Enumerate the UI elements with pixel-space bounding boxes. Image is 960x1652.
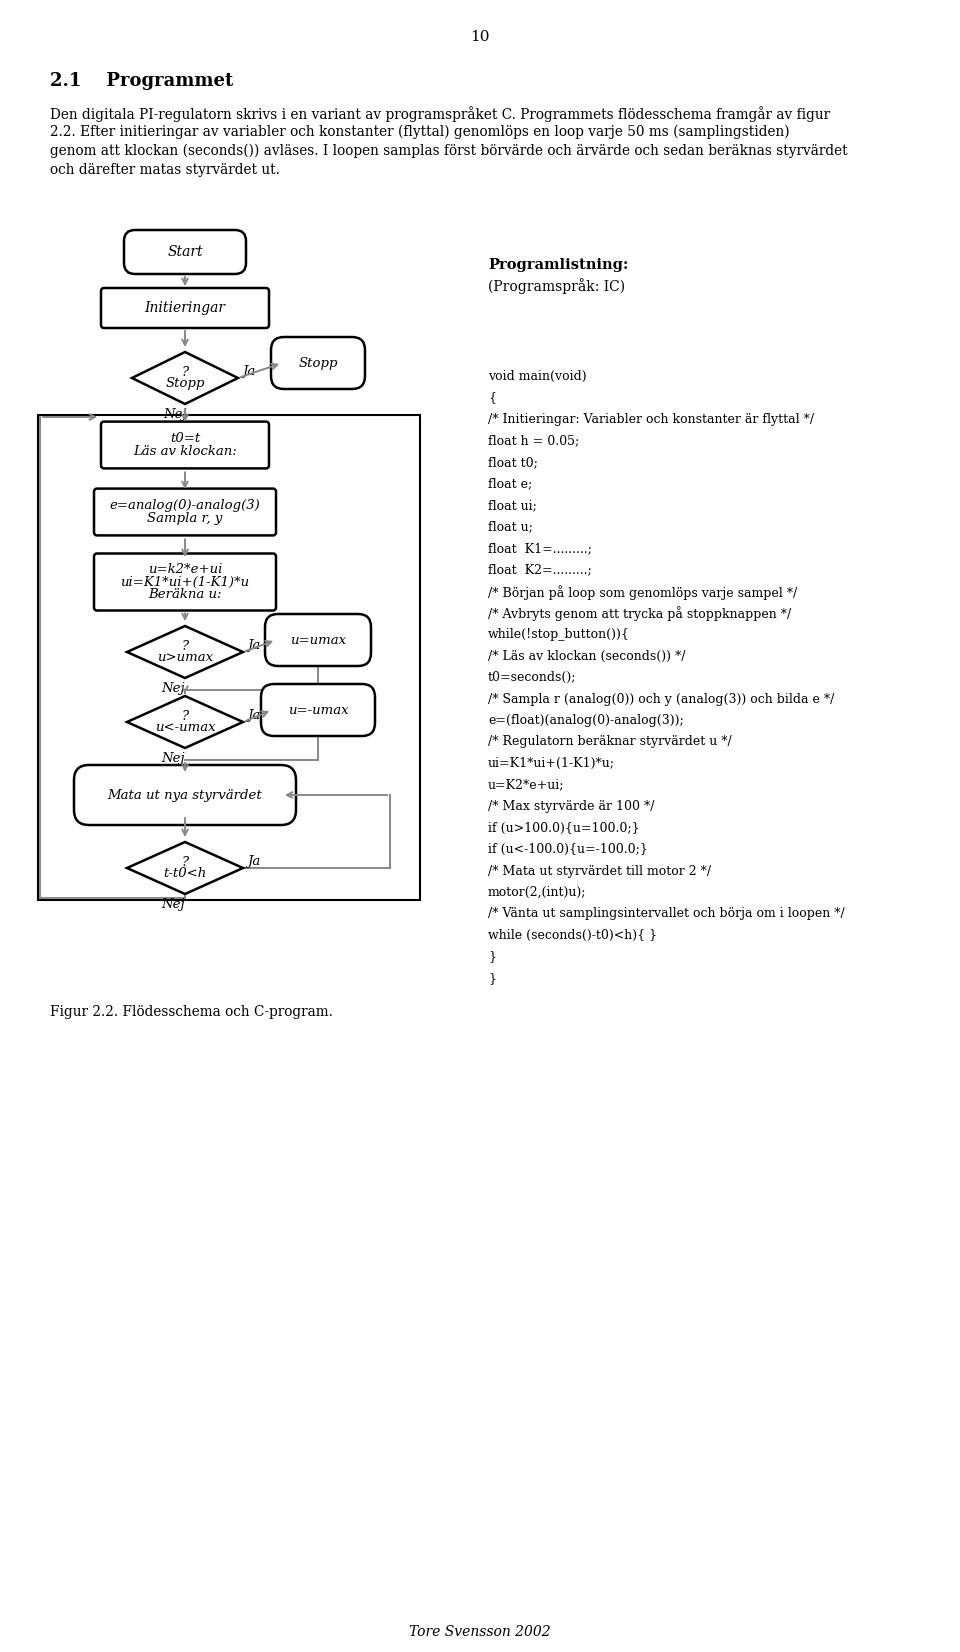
Text: while (seconds()-t0)<h){ }: while (seconds()-t0)<h){ } [488,928,658,942]
Text: {: { [488,392,496,405]
Text: float  K2=.........;: float K2=.........; [488,563,591,577]
FancyBboxPatch shape [261,684,375,737]
Text: 2.1    Programmet: 2.1 Programmet [50,73,233,89]
Text: if (u>100.0){u=100.0;}: if (u>100.0){u=100.0;} [488,821,639,834]
Text: /* Regulatorn beräknar styrvärdet u */: /* Regulatorn beräknar styrvärdet u */ [488,735,732,748]
Text: float e;: float e; [488,477,532,491]
Polygon shape [132,352,238,405]
Text: float  K1=.........;: float K1=.........; [488,542,592,555]
Text: ?: ? [181,710,188,722]
Text: if (u<-100.0){u=-100.0;}: if (u<-100.0){u=-100.0;} [488,843,648,856]
Text: float h = 0.05;: float h = 0.05; [488,434,579,448]
Text: ?: ? [181,856,188,869]
Text: void main(void): void main(void) [488,370,587,383]
Text: Mata ut nya styrvärdet: Mata ut nya styrvärdet [108,788,262,801]
Text: och därefter matas styrvärdet ut.: och därefter matas styrvärdet ut. [50,164,280,177]
Text: Stopp: Stopp [299,357,338,370]
Text: Ja: Ja [242,365,255,378]
Text: Läs av klockan:: Läs av klockan: [133,444,237,458]
Text: u<-umax: u<-umax [155,722,215,735]
Text: while(!stop_button()){: while(!stop_button()){ [488,628,630,641]
Text: genom att klockan (seconds()) avläses. I loopen samplas först börvärde och ärvär: genom att klockan (seconds()) avläses. I… [50,144,848,159]
Text: float ui;: float ui; [488,499,537,512]
Polygon shape [127,626,243,677]
Text: Nej: Nej [161,752,185,765]
Text: /* Läs av klockan (seconds()) */: /* Läs av klockan (seconds()) */ [488,649,685,662]
FancyBboxPatch shape [94,553,276,611]
Text: motor(2,(int)u);: motor(2,(int)u); [488,885,587,899]
Text: t0=seconds();: t0=seconds(); [488,671,577,684]
Text: Ja: Ja [247,639,260,651]
Text: /* Avbryts genom att trycka på stoppknappen */: /* Avbryts genom att trycka på stoppknap… [488,606,791,621]
Text: u=umax: u=umax [290,633,346,646]
Text: (Programspråk: IC): (Programspråk: IC) [488,278,625,294]
Text: Nej: Nej [161,899,185,910]
Text: e=(float)(analog(0)-analog(3));: e=(float)(analog(0)-analog(3)); [488,714,684,727]
FancyBboxPatch shape [271,337,365,388]
Text: Nej: Nej [161,682,185,695]
Text: u=-umax: u=-umax [288,704,348,717]
Text: Sampla r, y: Sampla r, y [147,512,223,525]
Text: e=analog(0)-analog(3): e=analog(0)-analog(3) [109,499,260,512]
Text: /* Början på loop som genomlöps varje sampel */: /* Början på loop som genomlöps varje sa… [488,585,797,600]
FancyBboxPatch shape [101,421,269,469]
Text: t-t0<h: t-t0<h [163,867,206,881]
Text: /* Max styrvärde är 100 */: /* Max styrvärde är 100 */ [488,800,655,813]
FancyBboxPatch shape [124,230,246,274]
Text: Beräkna u:: Beräkna u: [148,588,222,601]
Text: t0=t: t0=t [170,433,200,446]
Text: Nej: Nej [163,408,187,421]
Text: u=K2*e+ui;: u=K2*e+ui; [488,778,564,791]
Text: Tore Svensson 2002: Tore Svensson 2002 [409,1626,551,1639]
Text: Den digitala PI-regulatorn skrivs i en variant av programspråket C. Programmets : Den digitala PI-regulatorn skrivs i en v… [50,106,830,122]
Text: float u;: float u; [488,520,533,534]
Text: Ja: Ja [247,854,260,867]
Text: Figur 2.2. Flödesschema och C-program.: Figur 2.2. Flödesschema och C-program. [50,1004,333,1019]
Text: 10: 10 [470,30,490,45]
Text: ?: ? [181,365,188,378]
Text: u>umax: u>umax [156,651,213,664]
Text: /* Mata ut styrvärdet till motor 2 */: /* Mata ut styrvärdet till motor 2 */ [488,864,711,877]
Text: /* Initieringar: Variabler och konstanter är flyttal */: /* Initieringar: Variabler och konstante… [488,413,814,426]
Text: u=k2*e+ui: u=k2*e+ui [148,563,222,577]
FancyBboxPatch shape [94,489,276,535]
Text: ui=K1*ui+(1-K1)*u;: ui=K1*ui+(1-K1)*u; [488,757,615,770]
Text: }: } [488,971,496,985]
Text: /* Sampla r (analog(0)) och y (analog(3)) och bilda e */: /* Sampla r (analog(0)) och y (analog(3)… [488,692,834,705]
Polygon shape [127,843,243,894]
Text: Ja: Ja [247,709,260,722]
Text: /* Vänta ut samplingsintervallet och börja om i loopen */: /* Vänta ut samplingsintervallet och bör… [488,907,845,920]
Text: Programlistning:: Programlistning: [488,258,629,273]
FancyBboxPatch shape [74,765,296,824]
Text: }: } [488,950,496,963]
Text: Stopp: Stopp [165,377,204,390]
Text: float t0;: float t0; [488,456,538,469]
Text: Start: Start [167,244,203,259]
Text: Initieringar: Initieringar [145,301,226,316]
Text: 2.2. Efter initieringar av variabler och konstanter (flyttal) genomlöps en loop : 2.2. Efter initieringar av variabler och… [50,126,790,139]
Polygon shape [127,695,243,748]
FancyBboxPatch shape [101,287,269,329]
FancyBboxPatch shape [265,615,371,666]
Text: ui=K1*ui+(1-K1)*u: ui=K1*ui+(1-K1)*u [120,575,250,588]
Text: ?: ? [181,639,188,653]
